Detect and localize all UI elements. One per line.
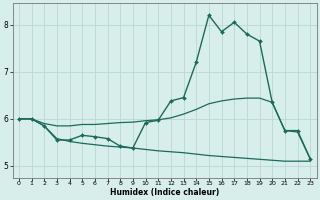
X-axis label: Humidex (Indice chaleur): Humidex (Indice chaleur) [110, 188, 219, 197]
